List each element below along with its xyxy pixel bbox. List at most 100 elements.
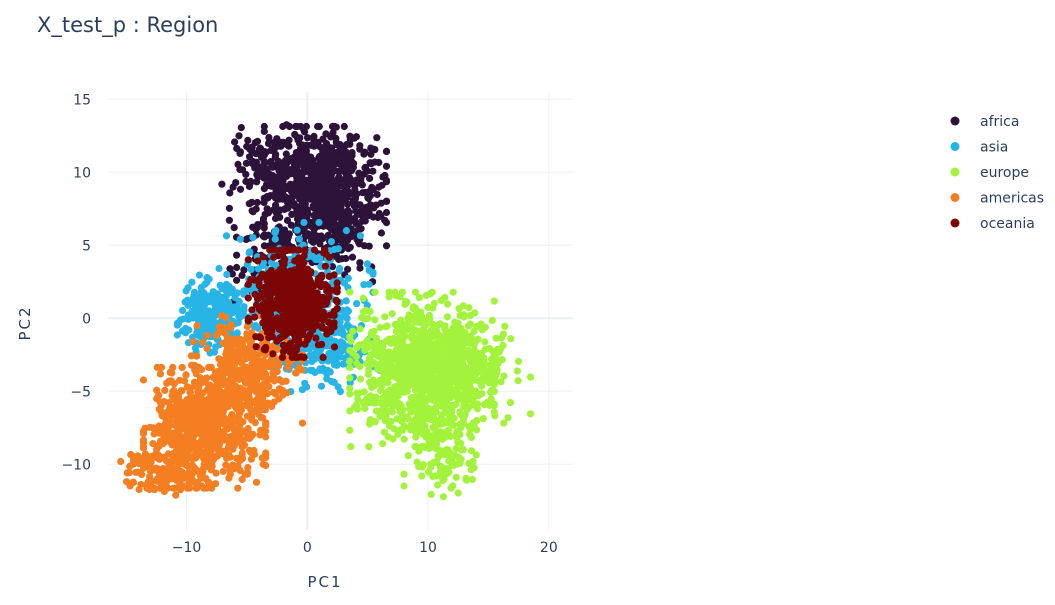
data-point bbox=[340, 122, 348, 131]
data-point bbox=[222, 330, 230, 338]
data-point bbox=[233, 263, 241, 272]
data-point bbox=[466, 352, 474, 360]
data-point bbox=[403, 356, 411, 364]
data-point bbox=[358, 181, 366, 189]
data-point bbox=[341, 195, 350, 203]
data-point bbox=[447, 385, 455, 393]
data-point bbox=[499, 330, 507, 338]
data-point bbox=[343, 237, 351, 245]
data-point bbox=[290, 156, 298, 164]
data-point bbox=[427, 490, 435, 498]
data-point bbox=[315, 256, 324, 264]
data-point bbox=[353, 405, 362, 413]
data-point bbox=[308, 366, 316, 374]
data-point bbox=[169, 403, 177, 411]
data-point bbox=[190, 454, 198, 462]
data-point bbox=[324, 231, 332, 239]
data-point bbox=[244, 294, 252, 302]
data-point bbox=[301, 340, 309, 348]
data-point bbox=[190, 430, 198, 438]
data-point bbox=[236, 313, 244, 321]
data-point bbox=[238, 271, 246, 279]
data-point bbox=[253, 137, 262, 145]
data-point bbox=[139, 444, 148, 452]
data-point bbox=[285, 230, 293, 238]
data-point bbox=[239, 436, 248, 444]
data-point bbox=[222, 348, 231, 356]
data-point bbox=[382, 208, 391, 217]
data-point bbox=[469, 336, 477, 344]
data-point bbox=[301, 187, 309, 195]
data-point bbox=[184, 301, 192, 309]
data-point bbox=[199, 315, 207, 323]
data-point bbox=[174, 393, 182, 401]
data-point bbox=[367, 351, 375, 359]
data-point bbox=[266, 192, 274, 200]
data-point bbox=[216, 361, 225, 369]
data-point bbox=[465, 304, 473, 312]
data-point bbox=[265, 383, 273, 391]
data-point bbox=[398, 363, 406, 371]
data-point bbox=[300, 218, 308, 227]
data-point bbox=[199, 338, 207, 346]
data-point bbox=[201, 308, 209, 316]
data-point bbox=[330, 343, 339, 351]
data-point bbox=[301, 232, 309, 240]
data-point bbox=[401, 422, 409, 431]
data-point bbox=[162, 415, 170, 423]
data-point bbox=[343, 141, 351, 149]
data-point bbox=[436, 390, 444, 398]
data-point bbox=[420, 385, 429, 393]
data-point bbox=[242, 170, 250, 178]
data-point bbox=[264, 139, 273, 148]
data-point bbox=[415, 294, 423, 302]
data-point bbox=[314, 122, 322, 131]
data-point bbox=[265, 286, 273, 294]
data-point bbox=[252, 478, 261, 486]
data-point bbox=[233, 339, 241, 347]
data-point bbox=[270, 398, 278, 406]
data-point bbox=[210, 401, 219, 409]
data-point bbox=[452, 444, 460, 453]
data-point bbox=[369, 376, 377, 384]
data-point bbox=[376, 348, 384, 356]
data-point bbox=[264, 399, 272, 407]
data-point bbox=[318, 293, 327, 301]
data-point bbox=[393, 342, 402, 350]
data-point bbox=[400, 482, 408, 490]
data-point bbox=[298, 386, 306, 394]
data-point bbox=[485, 345, 494, 353]
data-point bbox=[357, 225, 365, 233]
data-point bbox=[225, 474, 233, 482]
data-point bbox=[247, 406, 255, 414]
data-point bbox=[436, 361, 444, 369]
data-point bbox=[371, 288, 379, 296]
data-point bbox=[288, 353, 296, 361]
data-point bbox=[323, 287, 331, 295]
data-point bbox=[195, 404, 203, 412]
data-point bbox=[249, 157, 257, 165]
data-point bbox=[421, 422, 429, 430]
data-point bbox=[314, 176, 322, 185]
data-point bbox=[377, 229, 385, 237]
data-point bbox=[247, 455, 255, 463]
data-point bbox=[289, 246, 297, 254]
data-point bbox=[272, 150, 280, 158]
data-point bbox=[454, 372, 462, 380]
data-point bbox=[179, 315, 187, 323]
points bbox=[117, 121, 535, 501]
data-point bbox=[346, 426, 354, 434]
data-point bbox=[356, 259, 364, 267]
data-point bbox=[219, 467, 227, 476]
data-point bbox=[156, 398, 164, 406]
data-point bbox=[354, 395, 362, 403]
data-point bbox=[297, 122, 305, 131]
data-point bbox=[251, 290, 259, 299]
data-point bbox=[215, 306, 223, 314]
data-point bbox=[312, 334, 320, 342]
data-point bbox=[157, 478, 165, 486]
data-point bbox=[309, 202, 317, 210]
data-point bbox=[309, 351, 317, 359]
data-point bbox=[430, 359, 438, 367]
data-point bbox=[407, 323, 415, 331]
